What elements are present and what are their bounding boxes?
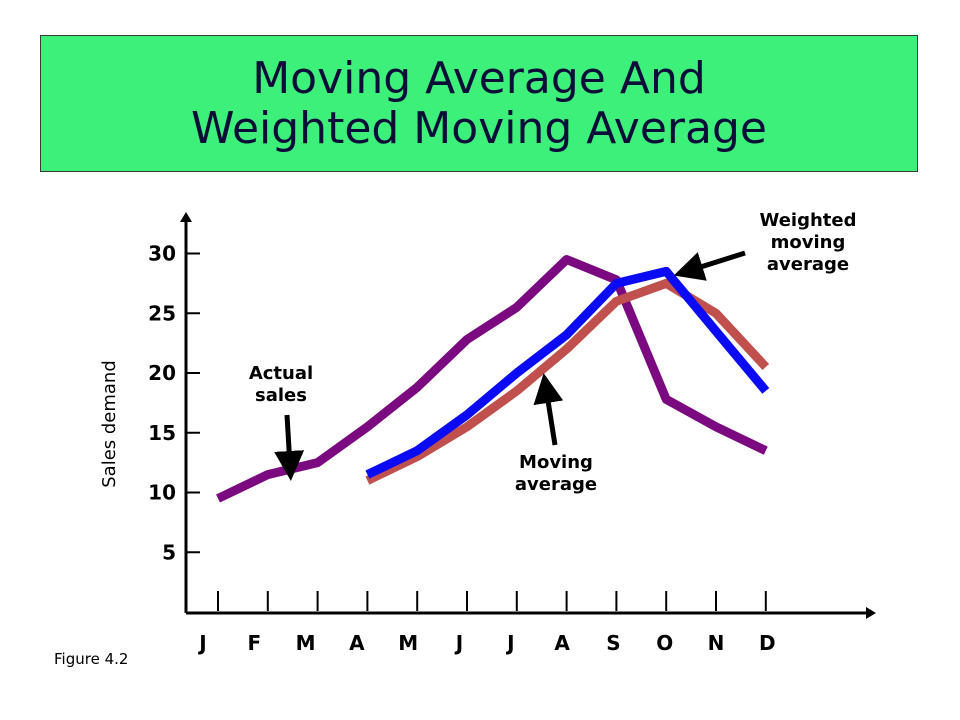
y-tick-label: 30 xyxy=(148,242,176,266)
series-line-moving-average xyxy=(365,278,770,485)
x-tick-label: M xyxy=(296,631,316,655)
annotation-arrow-2 xyxy=(673,250,746,281)
annotation-0: Actual sales xyxy=(249,363,313,406)
y-axis-arrow xyxy=(180,212,192,222)
annotation-line: Weighted xyxy=(760,210,857,231)
annotation-arrow-0 xyxy=(274,414,305,481)
x-tick-label: D xyxy=(759,631,776,655)
annotation-line: Actual xyxy=(249,363,313,384)
x-tick-label: A xyxy=(554,631,570,655)
x-tick-label: F xyxy=(247,631,261,655)
figure-label: Figure 4.2 xyxy=(54,650,129,668)
series-line-actual-sales xyxy=(216,255,768,503)
y-tick-label: 5 xyxy=(162,540,176,564)
x-tick-label: J xyxy=(505,631,514,655)
annotation-2: Weighted moving average xyxy=(760,210,857,275)
title-line-1: Moving Average And xyxy=(252,52,706,104)
annotation-line: Moving xyxy=(519,452,593,473)
y-tick-label: 20 xyxy=(148,361,176,385)
x-tick-label: J xyxy=(454,631,463,655)
annotation-line: moving xyxy=(771,232,846,253)
annotation-line: sales xyxy=(255,385,307,406)
title-line-2: Weighted Moving Average xyxy=(191,102,767,154)
x-axis-arrow xyxy=(866,607,876,619)
x-tick-label: N xyxy=(708,631,725,655)
annotation-line: average xyxy=(767,254,849,275)
series-layer xyxy=(216,255,770,503)
x-tick-label: M xyxy=(398,631,418,655)
x-tick-label: J xyxy=(197,631,206,655)
annotation-line: average xyxy=(515,474,597,495)
x-tick-label: A xyxy=(349,631,365,655)
y-axis-label: Sales demand xyxy=(99,360,120,488)
title-banner: Moving Average And Weighted Moving Avera… xyxy=(40,35,918,172)
x-tick-label: S xyxy=(606,631,620,655)
annotation-1: Moving average xyxy=(515,452,597,495)
series-line-weighted-moving-average xyxy=(365,266,770,479)
y-tick-label: 10 xyxy=(148,481,176,505)
y-tick-label: 25 xyxy=(148,301,176,325)
x-tick-label: O xyxy=(656,631,673,655)
axes: 5 10 15 20 25 30 J F M A M J J A S O N D Sales demand xyxy=(99,212,876,655)
annotation-arrow-1 xyxy=(533,373,564,446)
y-tick-label: 15 xyxy=(148,421,176,445)
